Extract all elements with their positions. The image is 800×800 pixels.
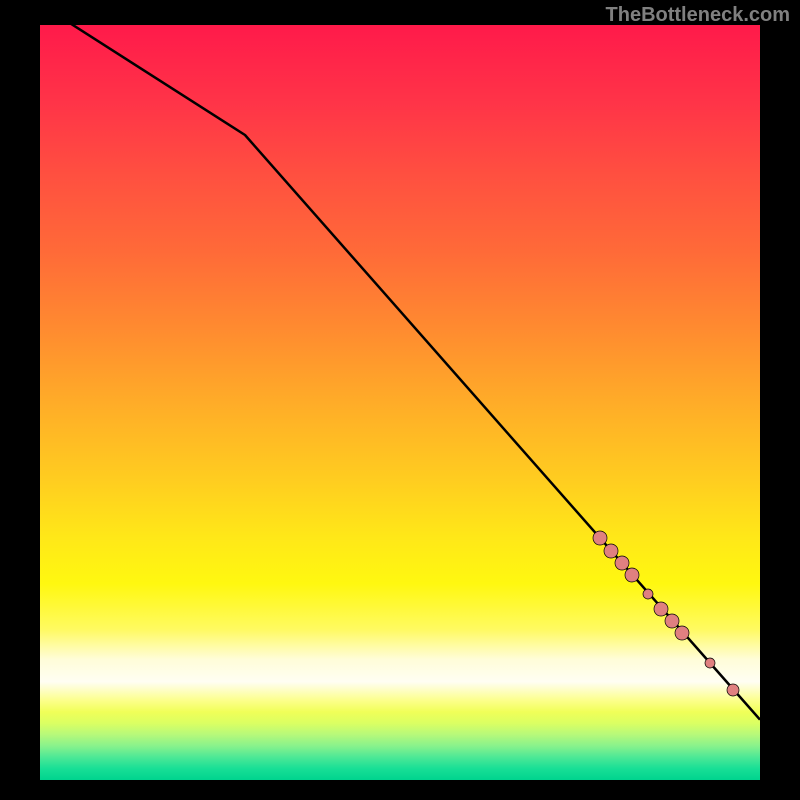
chart-marker [675,626,689,640]
chart-frame: TheBottleneck.com [0,0,800,800]
chart-background [40,25,760,780]
bottleneck-chart [40,25,760,780]
chart-marker [727,684,739,696]
watermark-label: TheBottleneck.com [606,4,790,27]
chart-marker [665,614,679,628]
chart-marker [604,544,618,558]
chart-marker [643,589,653,599]
chart-marker [615,556,629,570]
chart-marker [593,531,607,545]
chart-marker [625,568,639,582]
chart-marker [654,602,668,616]
chart-marker [705,658,715,668]
